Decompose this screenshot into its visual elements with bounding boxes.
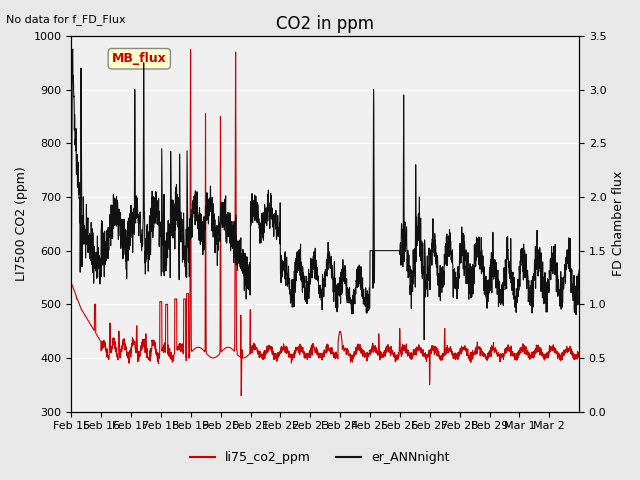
Text: MB_flux: MB_flux [112,52,166,65]
Y-axis label: FD Chamber flux: FD Chamber flux [612,171,625,276]
Y-axis label: LI7500 CO2 (ppm): LI7500 CO2 (ppm) [15,167,28,281]
Title: CO2 in ppm: CO2 in ppm [276,15,374,33]
Text: No data for f_FD_Flux: No data for f_FD_Flux [6,14,126,25]
Legend: li75_co2_ppm, er_ANNnight: li75_co2_ppm, er_ANNnight [186,446,454,469]
